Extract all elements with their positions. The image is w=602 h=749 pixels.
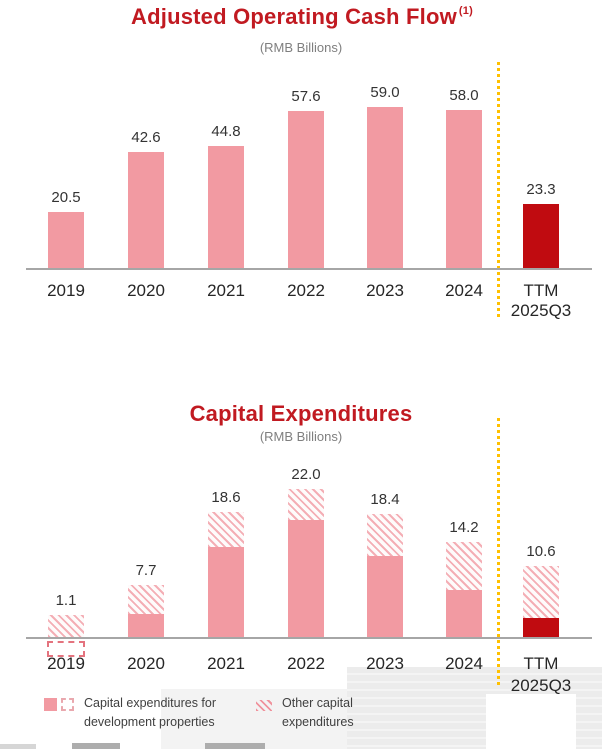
bar-2022-other xyxy=(288,489,324,520)
x-label-ttm: TTM xyxy=(523,281,559,300)
chart1-x-axis-line xyxy=(26,268,592,270)
bar-total-label: 1.1 xyxy=(55,592,77,609)
x-label-2020: 2020 xyxy=(127,654,165,673)
ttm-separator-line xyxy=(497,418,500,688)
x-label-2022: 2022 xyxy=(287,281,325,300)
bar-total-label: 7.7 xyxy=(135,562,157,579)
x-label-2025q3: 2025Q3 xyxy=(510,676,572,695)
x-label-ttm: TTM xyxy=(523,654,559,673)
bar-2024-other xyxy=(446,542,482,590)
bar-2019-other xyxy=(48,615,84,637)
chart2-x-axis-line xyxy=(26,637,592,639)
bar-2019 xyxy=(48,212,84,268)
bar-2021 xyxy=(208,146,244,268)
x-label-2023: 2023 xyxy=(366,654,404,673)
legend-item-development-capex: Capital expenditures for development pro… xyxy=(44,694,256,732)
bar-2023 xyxy=(367,107,403,268)
bar-value-label: 57.6 xyxy=(291,88,321,105)
bar-2020-other xyxy=(128,585,164,614)
bar-total-label: 10.6 xyxy=(526,543,556,560)
bar-total-label: 18.6 xyxy=(211,489,241,506)
x-label-2024: 2024 xyxy=(445,654,483,673)
x-label-2024: 2024 xyxy=(445,281,483,300)
bar-ttm-2025q3-development xyxy=(523,618,559,637)
bar-2020-development xyxy=(128,614,164,637)
background-artifact xyxy=(205,743,265,749)
bar-2023-other xyxy=(367,514,403,556)
bar-value-label: 58.0 xyxy=(449,87,479,104)
background-artifact xyxy=(486,694,576,749)
bar-ttm-2025q3-other xyxy=(523,566,559,618)
bar-value-label: 42.6 xyxy=(131,129,161,146)
bar-2020 xyxy=(128,152,164,268)
bar-value-label: 20.5 xyxy=(51,189,81,206)
x-label-2021: 2021 xyxy=(207,654,245,673)
bar-2022-development xyxy=(288,520,324,637)
bar-total-label: 18.4 xyxy=(370,491,400,508)
chart2-title-text: Capital Expenditures xyxy=(189,401,413,426)
dashed-outline-swatch-icon xyxy=(61,698,74,711)
ttm-separator-line xyxy=(497,62,500,318)
bar-total-label: 14.2 xyxy=(449,519,479,536)
bar-2022 xyxy=(288,111,324,268)
chart1-subtitle: (RMB Billions) xyxy=(259,40,343,55)
chart2-title: Capital Expenditures xyxy=(0,401,602,427)
legend-label: Capital expenditures for development pro… xyxy=(84,696,217,729)
x-label-2023: 2023 xyxy=(366,281,404,300)
bar-value-label: 44.8 xyxy=(211,123,241,140)
bar-ttm-2025q3 xyxy=(523,204,559,268)
bar-2021-other xyxy=(208,512,244,547)
x-label-2019: 2019 xyxy=(47,281,85,300)
bar-2024-development xyxy=(446,590,482,637)
bar-2023-development xyxy=(367,556,403,637)
chart2-subtitle: (RMB Billions) xyxy=(259,429,343,444)
chart2-legend: Capital expenditures for development pro… xyxy=(44,694,484,732)
legend-label: Other capital expenditures xyxy=(282,696,354,729)
x-label-2022: 2022 xyxy=(287,654,325,673)
background-artifact xyxy=(161,689,347,749)
bar-value-label: 59.0 xyxy=(370,84,400,101)
bar-2019-development-negative-outline xyxy=(47,641,85,657)
background-artifact xyxy=(72,743,120,749)
footnote-marker: (1) xyxy=(458,4,473,17)
chart1-title-text: Adjusted Operating Cash Flow xyxy=(131,4,457,29)
x-label-2025q3: 2025Q3 xyxy=(510,301,572,320)
bar-2021-development xyxy=(208,547,244,637)
bar-value-label: 23.3 xyxy=(526,181,556,198)
chart1-title: Adjusted Operating Cash Flow (1) xyxy=(0,4,602,30)
bar-total-label: 22.0 xyxy=(291,466,321,483)
x-label-2020: 2020 xyxy=(127,281,165,300)
x-label-2019: 2019 xyxy=(47,654,85,673)
x-label-2021: 2021 xyxy=(207,281,245,300)
background-artifact xyxy=(0,744,36,749)
hatch-swatch-icon xyxy=(256,700,272,711)
bar-2024 xyxy=(446,110,482,268)
legend-item-other-capex: Other capital expenditures xyxy=(256,694,392,732)
solid-pink-swatch-icon xyxy=(44,698,57,711)
